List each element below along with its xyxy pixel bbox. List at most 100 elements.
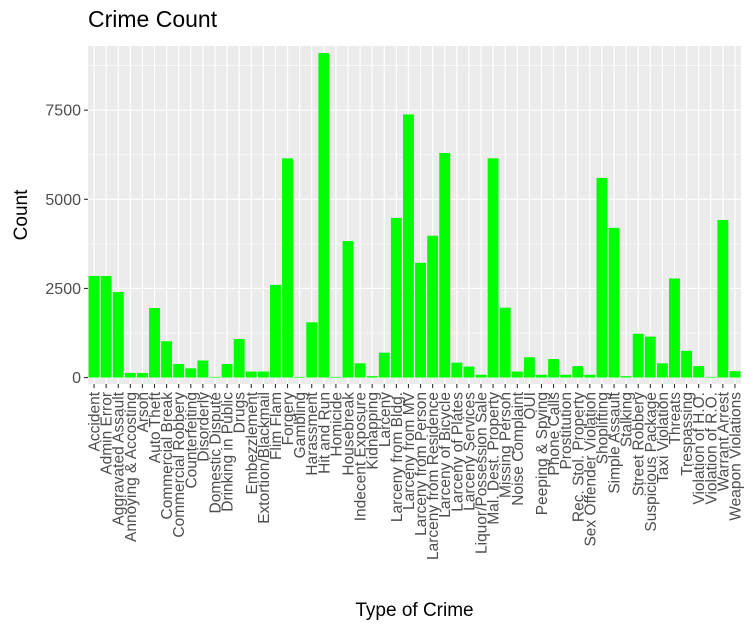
x-tick-label: Larceny [377, 392, 394, 447]
x-tick-label: Larceny Services [461, 392, 478, 511]
x-tick-label: Housebreak [340, 392, 357, 476]
bar [354, 363, 366, 378]
x-tick-label: Warrant Arrest [715, 391, 732, 491]
y-tick-label: 7500 [45, 103, 81, 120]
x-tick-label: Trespassing [679, 392, 696, 476]
x-tick-label: Aggravated Assault [111, 391, 128, 525]
x-tick-label: Rec. Stol. Property [570, 392, 587, 522]
x-tick-label: Admin Error [99, 392, 116, 475]
bar [415, 262, 426, 378]
x-tick-label: Domestic Dispute [207, 392, 224, 513]
x-axis-title: Type of Crime [355, 600, 473, 621]
bar [729, 371, 741, 378]
x-tick-label: Larceny from Bldg. [389, 392, 406, 522]
bar [705, 376, 717, 378]
x-tick-label: Stalking [619, 392, 636, 447]
bar [342, 241, 354, 378]
x-tick-label: Prostitution [558, 392, 575, 470]
bars [88, 53, 741, 378]
x-tick-label: Counterfeiting [183, 392, 200, 489]
y-tick-label: 0 [72, 370, 81, 387]
bar [463, 366, 475, 378]
bar [560, 374, 572, 378]
chart-title: Crime Count [88, 6, 218, 32]
x-tick-label: Auto Theft [147, 391, 164, 463]
x-tick-label: Larceny from Person [413, 392, 430, 536]
bar [681, 350, 693, 378]
bar [149, 308, 160, 378]
bar [124, 372, 136, 378]
bar [294, 376, 306, 378]
bar [209, 376, 221, 378]
bar [282, 158, 293, 378]
x-tick-label: Taxi Violation [655, 392, 672, 483]
bar [233, 339, 245, 378]
plot-panel [88, 46, 741, 384]
x-tick-label: Annoying & Accosting [123, 392, 140, 542]
x-tick-label: Commercial Break [159, 392, 176, 520]
x-tick-label: Violation of R.O. [703, 392, 720, 505]
bar [100, 275, 112, 378]
bar [475, 374, 487, 378]
bar [366, 376, 378, 378]
x-tick-label: Arson [135, 392, 152, 433]
bar [584, 374, 596, 378]
bar [88, 275, 100, 378]
x-tick-label: Liquor/Possession Sale [474, 392, 491, 554]
x-tick-label: Peeping & Spying [534, 392, 551, 515]
x-tick-label: Larceny from MV [401, 391, 418, 510]
bar [511, 371, 523, 378]
bar [197, 360, 209, 378]
bar [620, 376, 632, 378]
x-tick-label: Embezzlement [244, 391, 261, 494]
bar [112, 292, 124, 378]
bar [717, 219, 729, 378]
x-tick-label: Gambling [292, 392, 309, 458]
bar [608, 227, 620, 378]
bar [269, 284, 281, 378]
bar [185, 368, 197, 378]
x-tick-label: Simple Assault [607, 391, 624, 493]
bar [669, 278, 680, 378]
bar [693, 366, 705, 378]
x-tick-label: Commercial Robbery [171, 392, 188, 538]
x-tick-label: OUI [522, 392, 539, 420]
bar [536, 374, 547, 378]
x-tick-label: Sex Offender Violation [582, 392, 599, 547]
x-tick-label: Accident [87, 391, 104, 451]
x-tick-label: Missing Person [498, 392, 515, 498]
bar [403, 114, 414, 378]
x-tick-label: Suspicious Package [643, 392, 660, 532]
bar [644, 336, 656, 378]
bar [330, 376, 342, 378]
x-tick-label: Violation of H.O. [691, 392, 708, 505]
x-tick-label: Larceny of Plates [449, 392, 466, 512]
bar [390, 217, 402, 378]
bar [596, 177, 608, 378]
x-tick-label: Larceny of Bicycle [437, 392, 454, 518]
x-tick-label: Forgery [280, 392, 297, 446]
bar [572, 366, 584, 378]
bar [221, 364, 233, 378]
bar [378, 352, 390, 378]
bar [632, 333, 644, 378]
bar [161, 341, 173, 378]
x-tick-label: Homicide [328, 392, 345, 457]
bar [136, 372, 148, 378]
x-tick-label: Kidnapping [365, 392, 382, 470]
x-tick-label: Harassment [304, 391, 321, 475]
bar [318, 53, 330, 378]
x-tick-label: Drugs [232, 392, 249, 434]
x-tick-label: Hit and Run [316, 392, 333, 474]
bar [439, 152, 451, 378]
x-tick-label: Threats [667, 392, 684, 445]
bar [656, 363, 668, 378]
x-tick-label: Weapon Violations [727, 392, 744, 521]
x-tick-label: Drinking in Public [220, 392, 237, 512]
y-axis: 0 2500 5000 7500 [45, 103, 88, 387]
bar [451, 362, 463, 378]
bar [523, 357, 535, 378]
x-tick-label: Phone Calls [546, 392, 563, 476]
x-tick-label: Shoplifting [594, 392, 611, 464]
